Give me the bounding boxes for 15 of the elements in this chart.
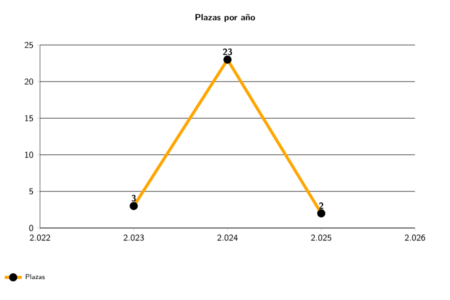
x-tick-label: 2.026 bbox=[404, 234, 426, 241]
y-tick-label: 0 bbox=[29, 224, 34, 232]
data-label: 2 bbox=[319, 202, 324, 209]
data-label: 3 bbox=[132, 194, 136, 202]
x-tick-label: 2.022 bbox=[30, 234, 50, 241]
y-tick-label: 20 bbox=[24, 78, 34, 85]
x-tick-label: 2.025 bbox=[311, 234, 332, 241]
data-label: 23 bbox=[222, 48, 232, 56]
y-tick-label: 10 bbox=[25, 152, 34, 158]
y-tick-label: 15 bbox=[25, 115, 34, 122]
y-tick-label: 25 bbox=[24, 42, 34, 48]
x-tick-label: 2.023 bbox=[124, 234, 144, 241]
y-tick-label: 5 bbox=[29, 188, 34, 194]
x-tick-label: 2.024 bbox=[217, 234, 238, 241]
chart-title: Plazas por año bbox=[196, 14, 256, 22]
